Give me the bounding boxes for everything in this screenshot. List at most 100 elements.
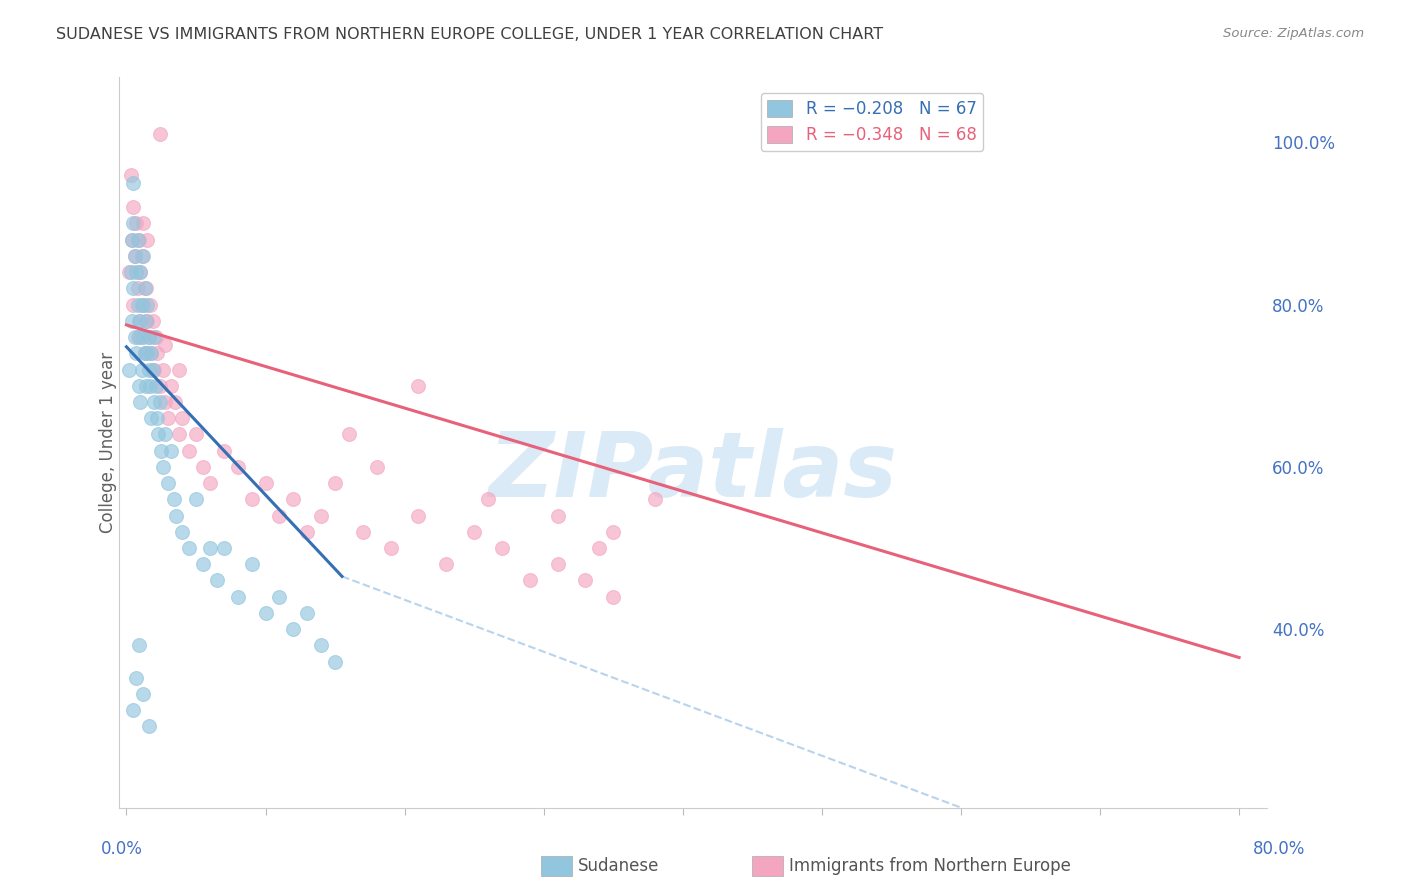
Point: [142, 314, 165, 328]
Point: [323, 655, 346, 669]
Point: [138, 330, 160, 344]
Point: [150, 443, 173, 458]
Point: [118, 362, 141, 376]
Point: [127, 281, 149, 295]
Point: [146, 411, 169, 425]
Text: ZIPatlas: ZIPatlas: [489, 428, 897, 516]
Point: [155, 338, 177, 352]
Point: [191, 558, 214, 572]
Point: [145, 330, 167, 344]
Point: [269, 508, 291, 523]
Point: [131, 362, 153, 376]
Point: [283, 622, 305, 636]
Point: [212, 443, 235, 458]
Point: [134, 281, 156, 295]
Point: [226, 459, 249, 474]
Point: [141, 346, 163, 360]
Legend: R = −0.208   N = 67, R = −0.348   N = 68: R = −0.208 N = 67, R = −0.348 N = 68: [761, 93, 983, 151]
Point: [212, 541, 235, 555]
Point: [169, 427, 191, 442]
Point: [477, 492, 499, 507]
Point: [602, 524, 624, 539]
Point: [149, 127, 172, 141]
Point: [170, 524, 193, 539]
Point: [138, 330, 160, 344]
Point: [143, 362, 166, 376]
Point: [297, 524, 319, 539]
Point: [157, 476, 180, 491]
Point: [132, 217, 155, 231]
Point: [149, 378, 172, 392]
Point: [269, 590, 291, 604]
Point: [602, 590, 624, 604]
Point: [198, 541, 221, 555]
Point: [121, 233, 143, 247]
Point: [125, 671, 148, 685]
Point: [297, 606, 319, 620]
Text: 0.0%: 0.0%: [101, 840, 143, 858]
Point: [155, 395, 177, 409]
Point: [124, 330, 146, 344]
Point: [644, 492, 666, 507]
Point: [205, 574, 228, 588]
Point: [122, 176, 145, 190]
Point: [160, 378, 183, 392]
Point: [122, 281, 145, 295]
Point: [132, 249, 155, 263]
Point: [160, 443, 183, 458]
Point: [136, 314, 159, 328]
Text: SUDANESE VS IMMIGRANTS FROM NORTHERN EUROPE COLLEGE, UNDER 1 YEAR CORRELATION CH: SUDANESE VS IMMIGRANTS FROM NORTHERN EUR…: [56, 27, 883, 42]
Point: [170, 411, 193, 425]
Point: [166, 508, 188, 523]
Point: [135, 314, 157, 328]
Point: [135, 378, 157, 392]
Point: [309, 508, 332, 523]
Point: [127, 233, 149, 247]
Point: [120, 265, 142, 279]
Point: [352, 524, 374, 539]
Point: [125, 346, 148, 360]
Point: [198, 476, 221, 491]
Point: [165, 395, 187, 409]
Point: [134, 346, 156, 360]
Point: [323, 476, 346, 491]
Point: [177, 541, 200, 555]
Point: [129, 265, 152, 279]
Point: [145, 378, 167, 392]
Y-axis label: College, Under 1 year: College, Under 1 year: [100, 352, 117, 533]
Text: Source: ZipAtlas.com: Source: ZipAtlas.com: [1223, 27, 1364, 40]
Point: [121, 314, 143, 328]
Point: [463, 524, 485, 539]
Point: [138, 719, 160, 733]
Point: [122, 217, 145, 231]
Point: [136, 233, 159, 247]
Point: [366, 459, 388, 474]
Point: [157, 411, 180, 425]
Point: [240, 492, 263, 507]
Point: [380, 541, 402, 555]
Point: [283, 492, 305, 507]
Point: [128, 638, 150, 652]
Point: [491, 541, 513, 555]
Point: [337, 427, 360, 442]
Point: [125, 217, 148, 231]
Point: [132, 687, 155, 701]
Text: Sudanese: Sudanese: [578, 857, 659, 875]
Point: [141, 346, 163, 360]
Point: [120, 168, 142, 182]
Point: [254, 606, 277, 620]
Point: [149, 395, 172, 409]
Text: 80.0%: 80.0%: [1253, 840, 1305, 858]
Point: [139, 297, 162, 311]
Point: [143, 395, 166, 409]
Point: [163, 492, 186, 507]
Point: [128, 314, 150, 328]
Point: [240, 558, 263, 572]
Point: [155, 427, 177, 442]
Point: [131, 249, 153, 263]
Point: [184, 427, 207, 442]
Point: [128, 233, 150, 247]
Point: [132, 330, 155, 344]
Point: [434, 558, 457, 572]
Point: [146, 346, 169, 360]
